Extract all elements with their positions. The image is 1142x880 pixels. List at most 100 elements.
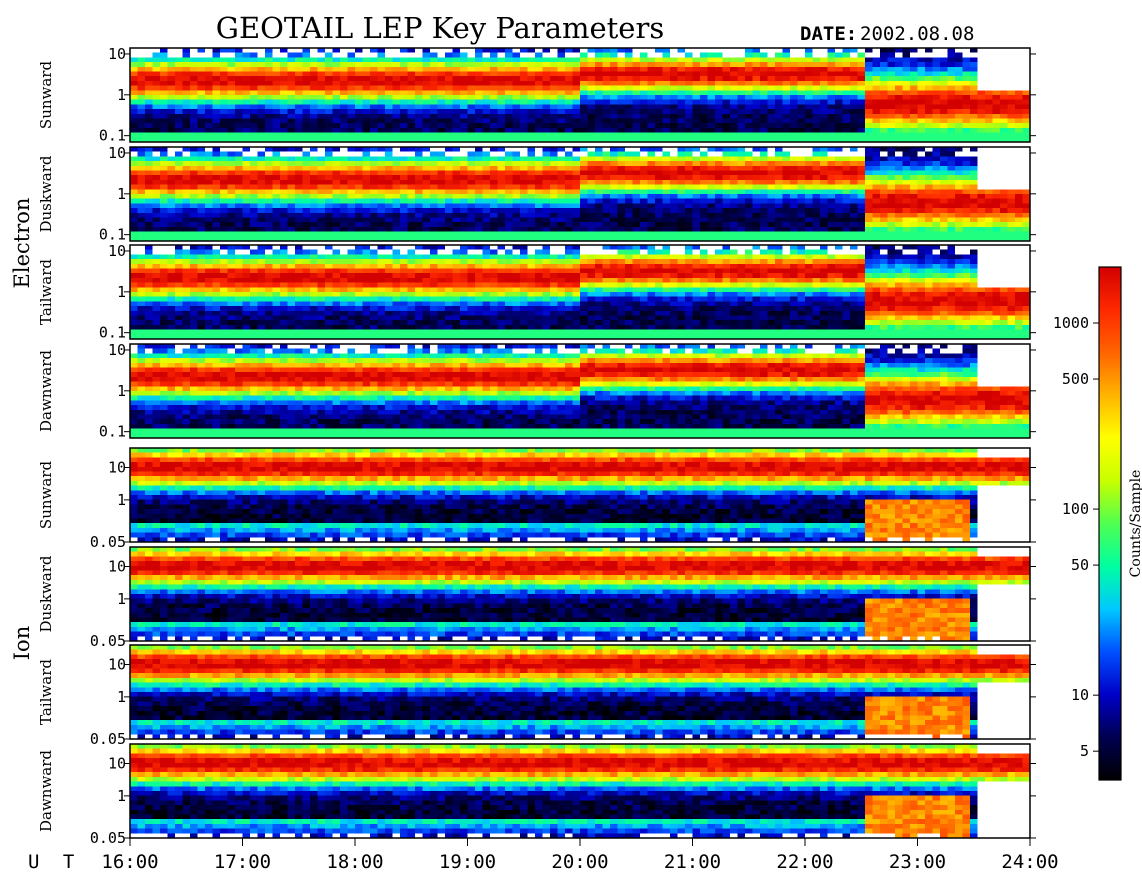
heatmap-cell (333, 123, 341, 128)
heatmap-cell (138, 269, 146, 274)
heatmap-cell (1008, 76, 1016, 81)
heatmap-cell (880, 227, 888, 232)
heatmap-cell (385, 161, 393, 166)
heatmap-cell (423, 114, 431, 119)
heatmap-cell (670, 180, 678, 185)
heatmap-cell (348, 180, 356, 185)
heatmap-cell (910, 72, 918, 77)
heatmap-cell (790, 208, 798, 213)
heatmap-cell (708, 227, 716, 232)
heatmap-cell (610, 133, 618, 138)
heatmap-cell (573, 203, 581, 208)
heatmap-cell (903, 166, 911, 171)
heatmap-cell (183, 278, 191, 283)
heatmap-cell (978, 147, 986, 152)
heatmap-cell (970, 227, 978, 232)
heatmap-cell (888, 128, 896, 133)
heatmap-cell (160, 320, 168, 325)
panel-label: Duskward (37, 155, 55, 232)
heatmap-cell (498, 72, 506, 77)
heatmap-cell (273, 100, 281, 105)
heatmap-cell (978, 222, 986, 227)
heatmap-cell (633, 161, 641, 166)
heatmap-cell (325, 189, 333, 194)
heatmap-cell (370, 104, 378, 109)
heatmap-cell (520, 232, 528, 237)
heatmap-cell (160, 301, 168, 306)
heatmap-cell (760, 180, 768, 185)
heatmap-cell (880, 203, 888, 208)
heatmap-cell (648, 199, 656, 204)
heatmap-cell (183, 273, 191, 278)
heatmap-cell (408, 180, 416, 185)
heatmap-cell (153, 199, 161, 204)
heatmap-cell (693, 175, 701, 180)
heatmap-cell (273, 81, 281, 86)
heatmap-cell (813, 147, 821, 152)
heatmap-cell (183, 185, 191, 190)
heatmap-cell (483, 76, 491, 81)
heatmap-cell (783, 67, 791, 72)
heatmap-cell (543, 222, 551, 227)
heatmap-cell (985, 175, 993, 180)
heatmap-cell (168, 297, 176, 302)
heatmap-cell (453, 62, 461, 67)
heatmap-cell (768, 76, 776, 81)
heatmap-cell (1008, 199, 1016, 204)
heatmap-cell (408, 119, 416, 124)
heatmap-cell (460, 95, 468, 100)
heatmap-cell (438, 53, 446, 58)
heatmap-cell (325, 166, 333, 171)
heatmap-cell (400, 189, 408, 194)
heatmap-cell (348, 222, 356, 227)
heatmap-cell (813, 185, 821, 190)
heatmap-cell (1015, 213, 1023, 218)
heatmap-cell (1000, 203, 1008, 208)
heatmap-cell (445, 62, 453, 67)
heatmap-cell (348, 232, 356, 237)
heatmap-cell (138, 194, 146, 199)
heatmap-cell (738, 48, 746, 53)
heatmap-cell (385, 171, 393, 176)
heatmap-cell (1000, 189, 1008, 194)
heatmap-cell (640, 133, 648, 138)
heatmap-cell (393, 119, 401, 124)
heatmap-cell (580, 76, 588, 81)
heatmap-cell (985, 199, 993, 204)
heatmap-cell (828, 203, 836, 208)
heatmap-cell (558, 175, 566, 180)
heatmap-cell (693, 119, 701, 124)
heatmap-cell (940, 152, 948, 157)
heatmap-cell (348, 90, 356, 95)
heatmap-cell (625, 67, 633, 72)
heatmap-cell (873, 119, 881, 124)
heatmap-cell (595, 199, 603, 204)
heatmap-cell (355, 218, 363, 223)
heatmap-cell (1008, 81, 1016, 86)
heatmap-cell (595, 175, 603, 180)
heatmap-cell (865, 227, 873, 232)
heatmap-cell (213, 199, 221, 204)
heatmap-cell (325, 171, 333, 176)
heatmap-cell (873, 194, 881, 199)
heatmap-cell (738, 222, 746, 227)
heatmap-cell (348, 218, 356, 223)
heatmap-cell (933, 213, 941, 218)
heatmap-cell (295, 166, 303, 171)
heatmap-cell (940, 67, 948, 72)
heatmap-cell (918, 180, 926, 185)
heatmap-cell (265, 48, 273, 53)
heatmap-cell (753, 76, 761, 81)
heatmap-cell (963, 161, 971, 166)
heatmap-cell (978, 100, 986, 105)
heatmap-cell (798, 95, 806, 100)
heatmap-cell (565, 90, 573, 95)
heatmap-cell (483, 90, 491, 95)
heatmap-cell (768, 67, 776, 72)
heatmap-cell (183, 109, 191, 114)
heatmap-cell (468, 166, 476, 171)
heatmap-cell (985, 109, 993, 114)
heatmap-cell (190, 53, 198, 58)
heatmap-cell (393, 194, 401, 199)
